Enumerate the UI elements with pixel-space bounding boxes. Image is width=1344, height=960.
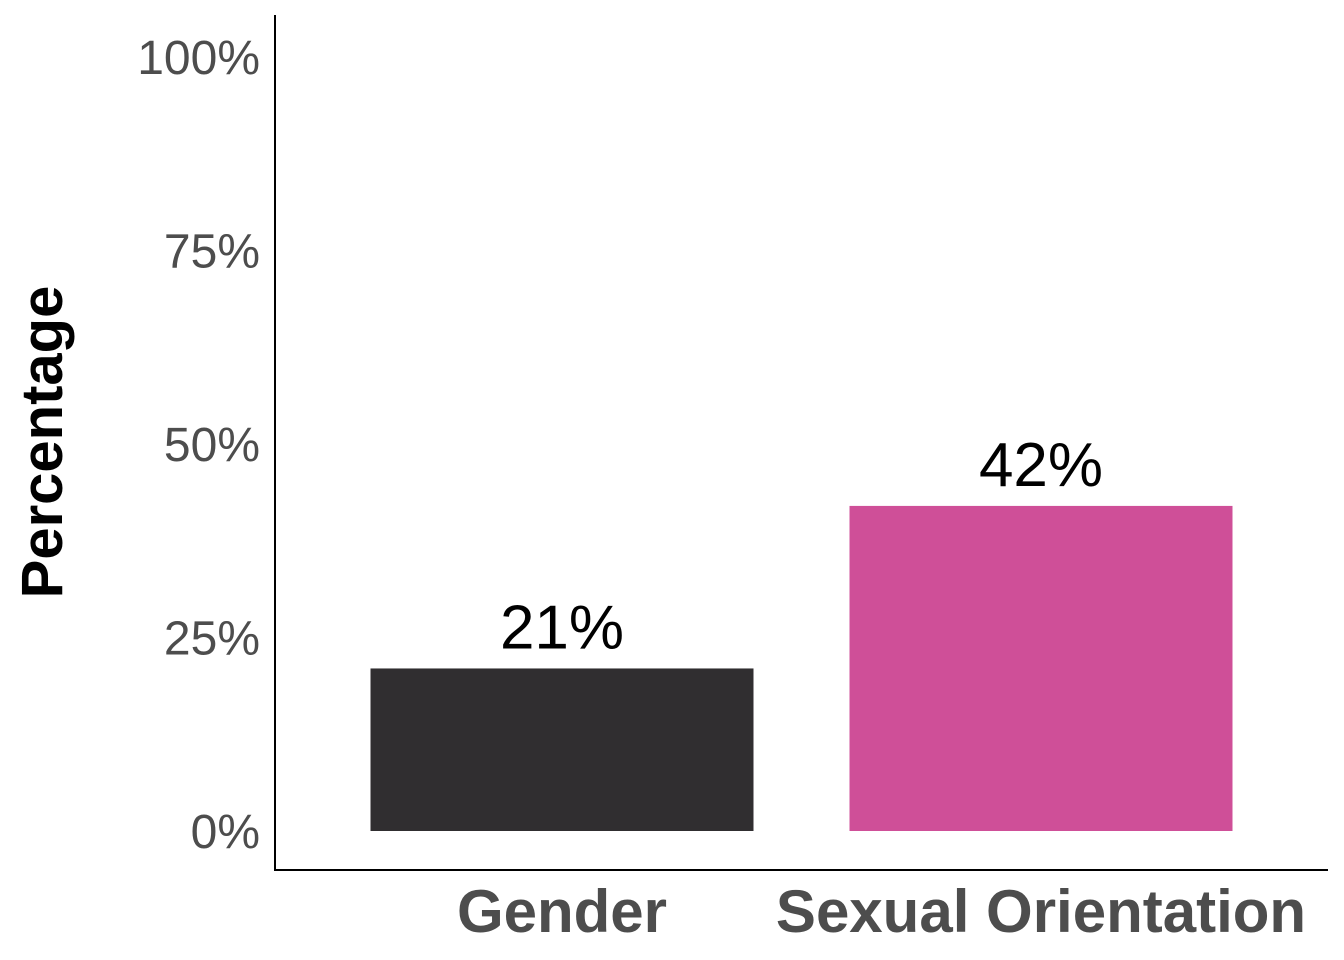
x-category-label: Sexual Orientation bbox=[776, 878, 1306, 945]
bar bbox=[849, 505, 1233, 831]
bar-value-label: 21% bbox=[500, 593, 624, 662]
bar bbox=[370, 668, 754, 831]
y-tick-label: 25% bbox=[164, 613, 260, 666]
data-labels: 21% 42% bbox=[500, 431, 1103, 663]
y-tick-label: 0% bbox=[191, 806, 260, 859]
plot-axes bbox=[274, 15, 1328, 871]
y-tick-label: 75% bbox=[164, 226, 260, 279]
category-labels: Gender Sexual Orientation bbox=[457, 878, 1306, 945]
bar-value-label: 42% bbox=[979, 431, 1103, 500]
y-tick-label: 50% bbox=[164, 419, 260, 472]
bars bbox=[370, 505, 1233, 831]
x-category-label: Gender bbox=[457, 878, 667, 945]
y-tick-label: 100% bbox=[137, 32, 260, 85]
y-tick-labels: 0% 25% 50% 75% 100% bbox=[137, 32, 260, 859]
y-axis-title: Percentage bbox=[10, 286, 75, 599]
